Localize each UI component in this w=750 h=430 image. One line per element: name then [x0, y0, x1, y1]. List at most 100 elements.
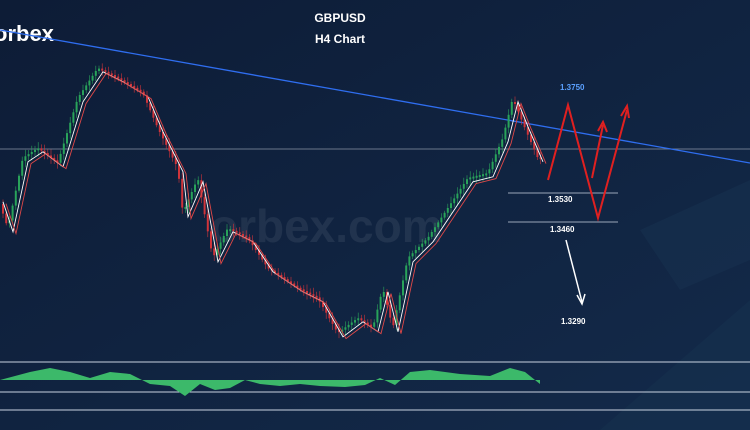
candle — [501, 139, 504, 147]
candle — [498, 146, 500, 155]
candle — [427, 236, 430, 241]
candle — [405, 265, 408, 281]
candle — [43, 150, 46, 154]
decor — [600, 300, 750, 430]
candle — [5, 213, 8, 224]
candle — [197, 180, 200, 185]
candle — [398, 295, 401, 311]
candle — [37, 148, 40, 151]
candle — [162, 132, 164, 139]
candle — [392, 317, 395, 326]
candle — [539, 157, 542, 160]
candle — [462, 184, 465, 189]
candle — [312, 294, 315, 297]
candle — [523, 119, 526, 128]
candle — [146, 95, 148, 103]
candle — [187, 199, 190, 207]
candle — [174, 157, 177, 164]
candle — [46, 153, 49, 156]
candle — [507, 114, 510, 128]
candle — [107, 71, 110, 74]
candle — [72, 112, 75, 123]
candle — [472, 176, 475, 179]
candle — [290, 281, 292, 284]
candle — [62, 143, 65, 154]
candle — [94, 71, 97, 76]
candle — [110, 73, 113, 76]
candle — [344, 327, 347, 330]
candle — [210, 231, 212, 249]
candle — [530, 134, 532, 143]
candle — [66, 133, 68, 144]
candle — [235, 230, 238, 233]
candle — [309, 292, 312, 295]
candle — [126, 82, 129, 85]
candle — [341, 329, 344, 333]
candle — [130, 84, 132, 86]
level-label: 1.3290 — [561, 317, 586, 326]
candle — [194, 184, 196, 192]
candle — [219, 242, 222, 249]
candle — [456, 193, 459, 199]
candle — [430, 232, 433, 237]
candle — [254, 245, 257, 250]
candle — [514, 102, 516, 104]
candle — [50, 155, 52, 158]
candle — [315, 295, 318, 298]
candle — [117, 76, 120, 79]
candle — [206, 214, 209, 232]
candle — [133, 85, 136, 88]
candle — [267, 264, 270, 269]
level-label: 1.3460 — [550, 225, 575, 234]
candle — [21, 160, 24, 176]
candle — [322, 301, 324, 308]
logo: orbex — [0, 21, 55, 46]
candle — [190, 192, 193, 200]
candle — [350, 322, 353, 325]
decor — [640, 180, 750, 290]
candle — [338, 329, 340, 333]
title: GBPUSD — [314, 11, 366, 25]
candle — [459, 188, 462, 194]
candle — [517, 103, 520, 112]
candle — [286, 279, 289, 282]
candle — [491, 161, 494, 170]
candle — [2, 204, 4, 214]
candle — [248, 237, 251, 241]
candle — [296, 285, 299, 288]
candle — [59, 153, 62, 163]
candle — [229, 229, 232, 232]
candle — [536, 149, 539, 158]
candle — [402, 280, 404, 296]
candle — [443, 212, 446, 218]
candle — [331, 318, 334, 324]
candle — [434, 227, 436, 232]
candle — [450, 203, 452, 208]
arrow-head — [620, 103, 630, 119]
candle — [424, 240, 427, 244]
watermark: orbex.com — [210, 200, 443, 252]
candle — [222, 236, 225, 243]
candle — [421, 243, 424, 247]
candle — [114, 75, 116, 77]
candle — [389, 304, 392, 318]
candle — [251, 240, 254, 246]
candle — [478, 175, 481, 177]
candle — [101, 68, 104, 71]
arrow-head — [597, 119, 608, 133]
candle — [264, 259, 267, 265]
candle — [226, 229, 228, 236]
candle — [11, 205, 14, 221]
candle — [347, 324, 350, 328]
candle — [75, 101, 78, 113]
candle — [293, 283, 296, 286]
candle — [88, 80, 91, 86]
candle — [277, 272, 280, 275]
candle — [242, 234, 244, 236]
candle — [328, 312, 331, 319]
projection-path — [547, 101, 628, 222]
candle — [360, 318, 363, 321]
candle — [408, 256, 411, 266]
candle — [370, 324, 372, 327]
